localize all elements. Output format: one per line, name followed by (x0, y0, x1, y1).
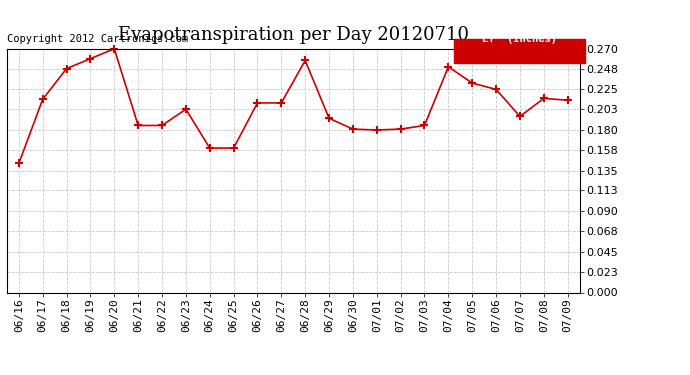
Title: Evapotranspiration per Day 20120710: Evapotranspiration per Day 20120710 (118, 26, 469, 44)
Text: Copyright 2012 Cartronics.com: Copyright 2012 Cartronics.com (7, 34, 188, 44)
Text: ET  (Inches): ET (Inches) (482, 34, 557, 44)
Bar (453, 39, 585, 63)
